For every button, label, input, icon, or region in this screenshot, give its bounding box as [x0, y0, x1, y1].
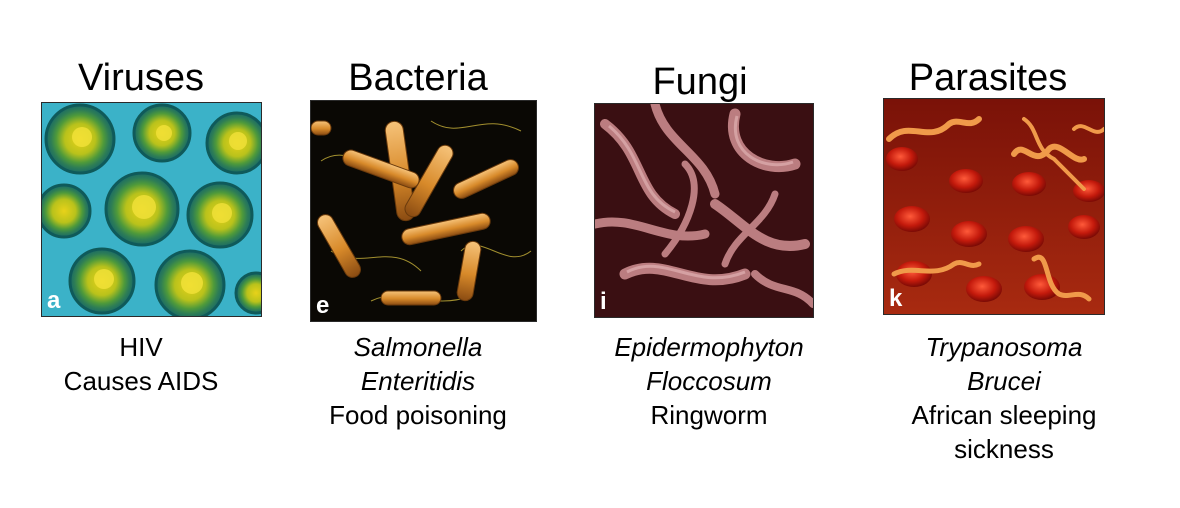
panel-title: Bacteria [348, 57, 488, 99]
trypanosoma-micrograph-image: k [883, 98, 1105, 315]
epidermophyton-micrograph-image: i [594, 103, 814, 318]
caption-line: African sleeping [911, 400, 1097, 430]
caption-line: Food poisoning [329, 400, 507, 430]
panel-letter: i [600, 288, 607, 315]
caption-line: HIV [119, 332, 163, 362]
panel-caption: Epidermophyton Floccosum Ringworm [614, 330, 803, 432]
panel-caption: Salmonella Enteritidis Food poisoning [329, 330, 507, 432]
caption-line: Trypanosoma [925, 332, 1083, 362]
panel-title: Parasites [908, 57, 1068, 99]
panel-caption: Trypanosoma Brucei African sleeping sick… [912, 330, 1097, 466]
panel-letter: e [316, 292, 330, 319]
panel-letter: a [47, 287, 61, 314]
caption-line: Salmonella [353, 332, 483, 362]
hiv-micrograph-image: a [41, 102, 262, 317]
caption-line: Brucei [967, 366, 1041, 396]
caption-line: Ringworm [650, 400, 768, 430]
panel-letter: k [889, 285, 903, 312]
salmonella-micrograph-image: e [310, 100, 537, 322]
caption-line: Floccosum [646, 366, 772, 396]
panel-title: Fungi [652, 61, 748, 103]
panel-title: Viruses [77, 57, 205, 99]
caption-line: Enteritidis [360, 366, 476, 396]
caption-line: Causes AIDS [63, 366, 219, 396]
caption-line: sickness [954, 434, 1054, 464]
caption-line: Epidermophyton [614, 332, 804, 362]
panel-caption: HIV Causes AIDS [64, 330, 219, 398]
